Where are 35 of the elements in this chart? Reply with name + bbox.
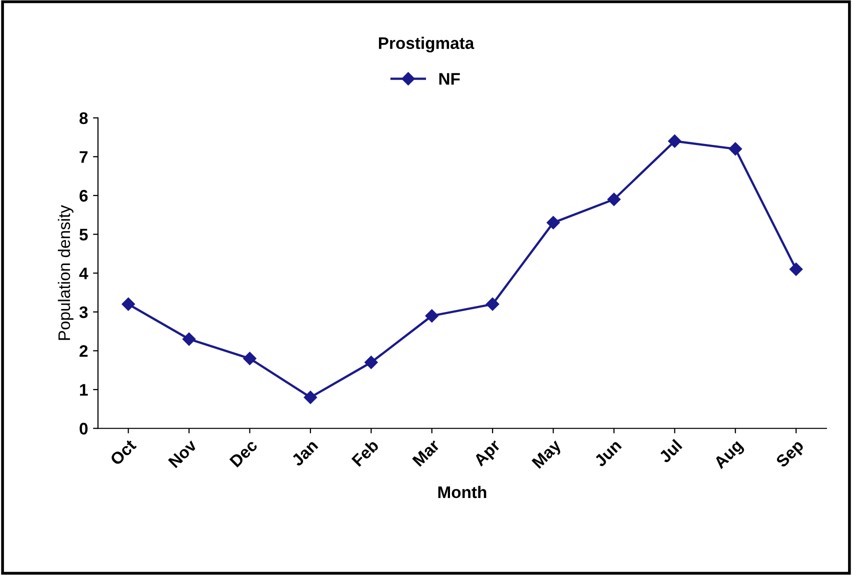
x-tick-label: Nov xyxy=(168,438,198,468)
point xyxy=(304,390,318,404)
point xyxy=(122,298,135,311)
point xyxy=(182,332,196,346)
y-tick-label: 6 xyxy=(80,190,88,202)
legend-label: NF xyxy=(439,73,460,85)
x-tick-label: Jan xyxy=(290,439,318,467)
x-tick-label: Mar xyxy=(412,438,440,467)
point xyxy=(425,309,438,322)
point xyxy=(790,262,803,276)
point xyxy=(486,298,500,311)
point xyxy=(728,142,742,156)
x-tick-label: Apr xyxy=(472,438,504,470)
y-tick-label: 5 xyxy=(80,228,88,241)
chart-title: Prostigmata xyxy=(378,36,474,52)
point xyxy=(607,192,621,206)
x-tick-label: Sep xyxy=(775,438,807,470)
x-tick-label: Dec xyxy=(229,438,258,468)
point xyxy=(546,216,560,230)
x-tick-label: Jun xyxy=(594,439,622,468)
x-tick-label: Oct xyxy=(109,438,137,466)
point xyxy=(364,356,378,369)
point xyxy=(243,352,256,366)
x-axis-title: Month xyxy=(438,486,486,498)
y-tick-label: 3 xyxy=(79,306,88,318)
y-tick-label: 8 xyxy=(80,112,88,124)
y-tick-label: 2 xyxy=(80,345,88,357)
y-tick-label: 0 xyxy=(80,422,88,435)
y-tick-label: 7 xyxy=(80,151,88,163)
y-tick-label: 1 xyxy=(80,384,88,396)
y-tick-label: 4 xyxy=(79,268,88,280)
x-tick-label: Jul xyxy=(658,438,682,464)
x-tick-label: Feb xyxy=(350,438,380,467)
point xyxy=(668,134,682,148)
y-axis-title: Population density xyxy=(58,205,74,340)
